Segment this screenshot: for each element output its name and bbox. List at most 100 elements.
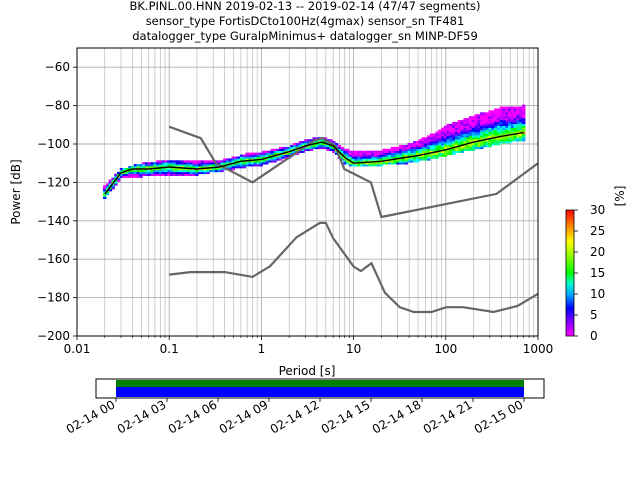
psd-cell bbox=[499, 125, 504, 128]
psd-cell bbox=[474, 114, 478, 117]
psd-cell bbox=[276, 158, 280, 161]
psd-cell bbox=[323, 137, 328, 140]
psd-cell bbox=[519, 125, 523, 128]
psd-cell bbox=[393, 152, 397, 155]
psd-cell bbox=[449, 143, 453, 146]
psd-cell bbox=[114, 181, 118, 184]
psd-cell bbox=[460, 146, 464, 150]
psd-cell bbox=[203, 171, 208, 175]
psd-cell bbox=[203, 169, 208, 173]
psd-cell bbox=[170, 160, 174, 163]
psd-cell bbox=[505, 139, 509, 142]
psd-cell bbox=[407, 152, 411, 155]
psd-cell bbox=[480, 112, 484, 115]
psd-cell bbox=[362, 160, 367, 163]
psd-cell bbox=[502, 125, 506, 128]
psd-cell bbox=[429, 146, 434, 150]
psd-cell bbox=[270, 160, 275, 163]
psd-cell bbox=[429, 148, 434, 152]
psd-cell bbox=[198, 171, 202, 175]
psd-cell bbox=[519, 112, 523, 115]
psd-cell bbox=[304, 139, 308, 142]
psd-cell bbox=[295, 152, 300, 155]
psd-cell bbox=[181, 162, 185, 165]
psd-cell bbox=[460, 127, 464, 130]
psd-cell bbox=[290, 152, 294, 155]
psd-cell bbox=[471, 133, 476, 136]
psd-cell bbox=[130, 175, 135, 178]
psd-cell bbox=[237, 166, 241, 169]
psd-cell bbox=[346, 162, 350, 165]
psd-cell bbox=[323, 141, 328, 144]
psd-cell bbox=[133, 169, 138, 173]
x-tick-label: 0.1 bbox=[160, 342, 179, 356]
psd-cell bbox=[259, 160, 263, 163]
y-tick-label: −140 bbox=[37, 214, 70, 228]
psd-cell bbox=[309, 144, 314, 148]
psd-cell bbox=[432, 152, 437, 155]
psd-cell bbox=[516, 129, 520, 132]
psd-cell bbox=[365, 162, 370, 165]
psd-cell bbox=[427, 139, 431, 142]
psd-cell bbox=[496, 131, 501, 134]
psd-cell bbox=[239, 158, 244, 161]
psd-cell bbox=[144, 169, 149, 173]
psd-cell bbox=[312, 146, 316, 150]
psd-cell bbox=[502, 120, 506, 123]
psd-cell bbox=[153, 162, 157, 165]
psd-cell bbox=[351, 160, 356, 163]
psd-cell bbox=[519, 110, 523, 113]
psd-cell bbox=[449, 123, 453, 127]
psd-cell bbox=[480, 125, 484, 128]
psd-cell bbox=[471, 120, 476, 123]
psd-cell bbox=[429, 150, 434, 153]
psd-cell bbox=[449, 137, 453, 140]
psd-cell bbox=[454, 146, 459, 150]
psd-cell bbox=[382, 156, 386, 159]
colorbar-tick-label: 0 bbox=[590, 329, 598, 343]
psd-cell bbox=[441, 127, 445, 130]
psd-cell bbox=[505, 114, 509, 117]
psd-cell bbox=[418, 148, 423, 152]
psd-cell bbox=[373, 152, 378, 155]
psd-cell bbox=[343, 162, 347, 165]
psd-cell bbox=[508, 108, 512, 111]
psd-cell bbox=[195, 160, 199, 163]
psd-cell bbox=[410, 154, 414, 157]
psd-cell bbox=[446, 139, 451, 142]
psd-cell bbox=[508, 127, 512, 130]
psd-cell bbox=[421, 150, 425, 153]
psd-cell bbox=[460, 125, 464, 128]
psd-cell bbox=[158, 168, 163, 171]
psd-cell bbox=[415, 150, 420, 153]
psd-cell bbox=[108, 181, 113, 184]
psd-cell bbox=[488, 125, 492, 128]
psd-cell bbox=[373, 150, 378, 153]
psd-cell bbox=[265, 150, 269, 153]
psd-cell bbox=[144, 173, 149, 176]
psd-cell bbox=[298, 143, 302, 146]
psd-cell bbox=[122, 175, 127, 178]
psd-cell bbox=[156, 162, 160, 165]
psd-cell bbox=[449, 141, 453, 144]
psd-cell bbox=[139, 171, 143, 175]
psd-cell bbox=[248, 152, 252, 155]
psd-cell bbox=[343, 160, 347, 163]
psd-cell bbox=[421, 148, 425, 152]
psd-cell bbox=[435, 146, 439, 150]
ppsd-plot-area: 0.01 0.1 1 10 100 1000 −200 −180 −160 −140 −120 −1… bbox=[37, 47, 553, 356]
psd-cell bbox=[513, 108, 518, 111]
psd-cell bbox=[128, 175, 132, 178]
psd-cell bbox=[466, 127, 470, 130]
psd-cell bbox=[471, 123, 476, 127]
psd-cell bbox=[259, 156, 263, 159]
psd-cell bbox=[474, 118, 478, 121]
psd-cell bbox=[449, 125, 453, 128]
psd-cell bbox=[480, 143, 484, 146]
psd-cell bbox=[505, 121, 509, 125]
psd-cell bbox=[482, 129, 487, 132]
psd-cell bbox=[103, 189, 107, 192]
psd-cell bbox=[172, 173, 177, 176]
psd-cell bbox=[153, 164, 157, 167]
psd-cell bbox=[468, 129, 473, 132]
